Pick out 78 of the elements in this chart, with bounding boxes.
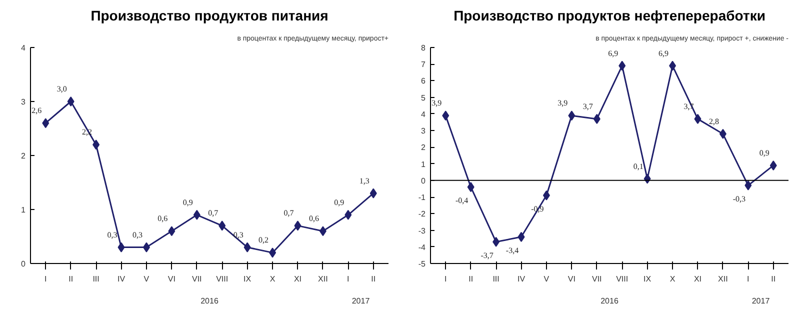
y-tick-label: 8 (421, 44, 426, 52)
x-tick-label: XII (318, 274, 328, 284)
data-label: 2,8 (708, 116, 719, 126)
data-label: 1,3 (359, 176, 370, 186)
y-tick-label: 3 (421, 126, 426, 136)
data-label: 6,9 (658, 48, 669, 58)
y-tick-label: 1 (421, 160, 426, 169)
data-label: 0,9 (182, 198, 193, 207)
text: 2016 (600, 296, 619, 306)
x-tick-label: IX (644, 274, 652, 284)
x-tick-label: III (492, 274, 500, 284)
x-tick-label: III (92, 274, 100, 284)
data-label: 0,3 (132, 230, 142, 240)
data-label: 0,9 (759, 148, 770, 158)
x-tick-label: VIII (616, 274, 628, 284)
data-label: 0,6 (308, 214, 319, 224)
x-tick-label: VI (168, 274, 176, 284)
x-tick-label: II (68, 274, 74, 284)
y-tick-label: 0 (21, 260, 26, 268)
text: 2017 (752, 296, 770, 306)
y-tick-label: 1 (21, 206, 26, 214)
y-tick-label: 7 (421, 60, 426, 70)
data-label: -0,4 (456, 196, 468, 206)
x-tick-label: VII (192, 274, 202, 284)
x-tick-label: IX (244, 274, 252, 284)
y-tick-label: 5 (421, 93, 426, 102)
data-label: -0,3 (732, 194, 746, 204)
y-tick-label: 3 (21, 98, 26, 106)
data-label: 3,0 (56, 84, 67, 94)
y-tick-label: 4 (21, 44, 26, 52)
x-tick-label: VII (592, 274, 602, 284)
x-tick-label: IV (117, 274, 126, 284)
data-label: 2,6 (32, 106, 42, 116)
y-tick-label: -4 (418, 242, 426, 252)
x-tick-label: VI (568, 274, 576, 284)
chart-title: Производство продуктов нефтепереработки (454, 8, 766, 24)
y-tick-label: -5 (418, 260, 426, 268)
data-label: 0,3 (107, 230, 118, 240)
x-tick-label: II (771, 274, 776, 284)
data-label: 0,1 (633, 162, 644, 171)
data-label: 3,7 (582, 102, 593, 111)
y-tick-label: 6 (421, 76, 426, 86)
x-tick-label: II (371, 274, 376, 284)
data-label: 3,9 (558, 98, 568, 108)
x-tick-label: I (747, 274, 750, 284)
x-tick-label: V (144, 274, 150, 284)
x-tick-label: X (270, 274, 276, 284)
y-tick-label: -1 (418, 193, 426, 202)
y-tick-label: 0 (421, 176, 426, 186)
text: 2017 (352, 296, 370, 306)
data-label: 0,7 (208, 208, 218, 218)
y-tick-label: -2 (418, 210, 426, 219)
data-label: 0,2 (258, 236, 269, 245)
data-label: 0,6 (158, 214, 168, 224)
data-label: 0,7 (284, 208, 294, 218)
data-label: 0,3 (233, 230, 244, 240)
x-tick-label: XI (294, 274, 302, 284)
data-label: 6,9 (608, 48, 618, 58)
x-tick-label: I (44, 274, 47, 284)
chart-title: Производство продуктов питания (90, 8, 328, 24)
y-tick-label: 2 (421, 143, 426, 152)
y-tick-label: 4 (421, 110, 426, 119)
y-tick-label: 2 (21, 152, 26, 160)
x-tick-label: VIII (216, 274, 228, 284)
x-tick-label: IV (517, 274, 526, 284)
data-label: 0,9 (334, 198, 344, 207)
x-tick-label: XI (694, 274, 702, 284)
data-label: -3,7 (480, 250, 494, 260)
data-label: -3,4 (506, 246, 519, 255)
x-tick-label: X (670, 274, 676, 284)
x-tick-label: V (544, 274, 550, 284)
x-tick-label: I (444, 274, 447, 284)
text: 2016 (200, 296, 219, 306)
x-tick-label: I (347, 274, 350, 284)
x-tick-label: II (468, 274, 474, 284)
y-tick-label: -3 (418, 226, 426, 236)
data-label: 3,9 (432, 98, 442, 108)
x-tick-label: XII (718, 274, 728, 284)
